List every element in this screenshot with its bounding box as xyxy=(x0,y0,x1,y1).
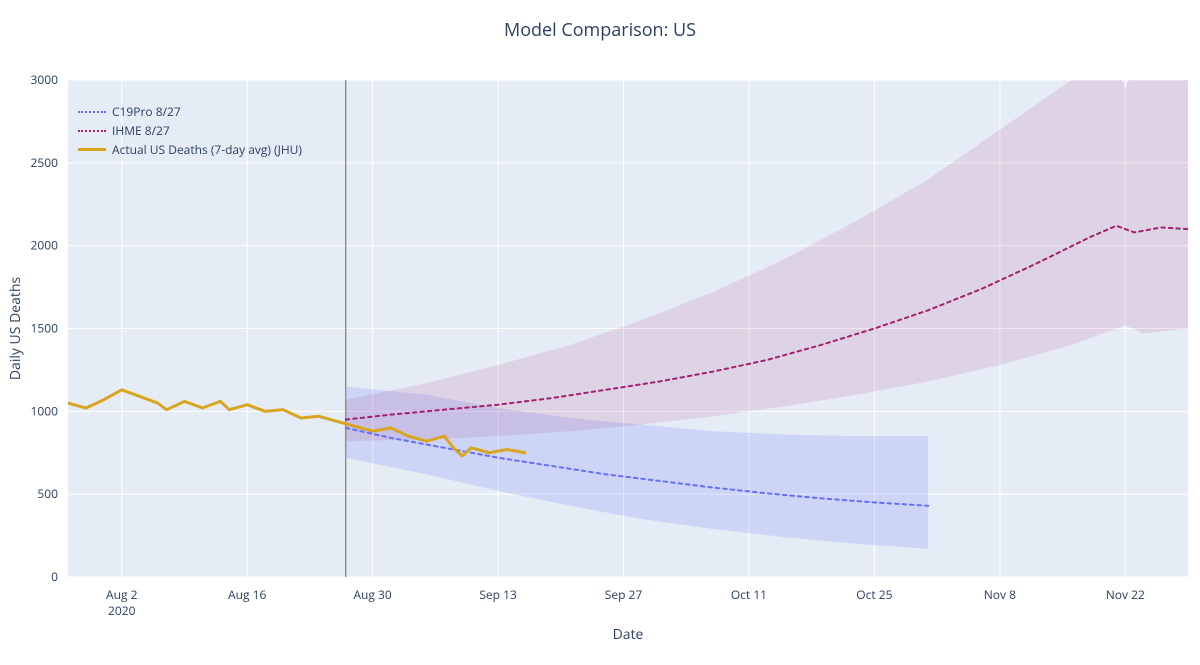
x-tick-label: Oct 11 xyxy=(731,586,767,603)
chart-title: Model Comparison: US xyxy=(0,18,1200,42)
legend-label: IHME 8/27 xyxy=(112,122,170,139)
x-tick-sublabel: 2020 xyxy=(108,602,136,619)
y-tick-label: 1000 xyxy=(31,402,59,419)
legend-swatch xyxy=(78,111,106,113)
x-tick-label: Sep 13 xyxy=(479,586,517,603)
y-tick-label: 500 xyxy=(37,485,58,502)
legend-item[interactable]: IHME 8/27 xyxy=(78,121,302,140)
x-tick-label: Nov 22 xyxy=(1106,586,1145,603)
chart-svg: 0 500 1000 1500 2000 2500 3000 Aug 22020 Aug 16 A… xyxy=(0,0,1200,665)
y-tick-label: 0 xyxy=(51,568,58,585)
x-tick-label: Aug 2 xyxy=(106,586,138,603)
x-tick-label: Nov 8 xyxy=(984,586,1016,603)
y-tick-label: 1500 xyxy=(31,320,59,337)
x-axis-label: Date xyxy=(613,625,644,644)
x-tick-label: Oct 25 xyxy=(856,586,892,603)
legend-swatch xyxy=(78,148,106,151)
y-tick-label: 2000 xyxy=(31,237,59,254)
legend-swatch xyxy=(78,130,106,132)
legend-item[interactable]: C19Pro 8/27 xyxy=(78,102,302,121)
y-axis-label: Daily US Deaths xyxy=(6,277,25,381)
legend: C19Pro 8/27 IHME 8/27 Actual US Deaths (7-… xyxy=(78,102,302,159)
legend-item[interactable]: Actual US Deaths (7-day avg) (JHU) xyxy=(78,140,302,159)
x-tick-label: Aug 16 xyxy=(228,586,266,603)
y-tick-label: 2500 xyxy=(31,154,59,171)
legend-label: Actual US Deaths (7-day avg) (JHU) xyxy=(112,141,302,158)
x-tick-label: Aug 30 xyxy=(353,586,391,603)
x-tick-label: Sep 27 xyxy=(605,586,643,603)
legend-label: C19Pro 8/27 xyxy=(112,103,181,120)
chart-container: Model Comparison: US 0 500 1000 1500 2000 250… xyxy=(0,0,1200,665)
y-tick-label: 3000 xyxy=(31,71,59,88)
